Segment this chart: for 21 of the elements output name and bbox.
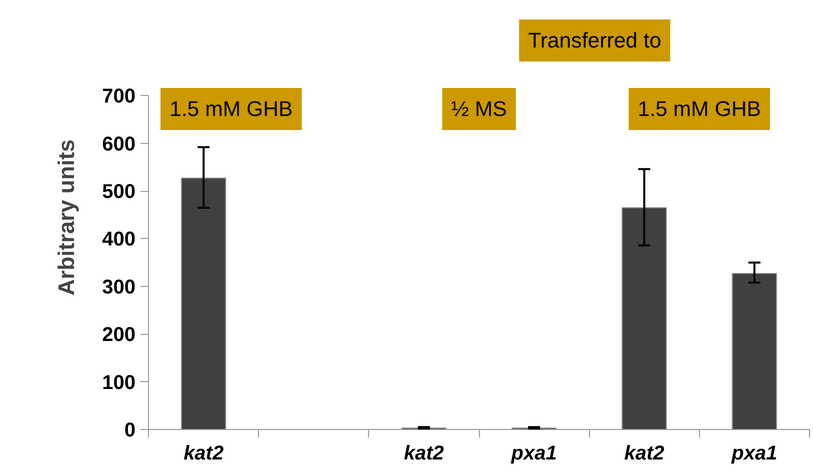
y-tick-label: 300 xyxy=(102,276,136,298)
bar xyxy=(732,273,777,430)
x-tick-label: pxa1 xyxy=(730,442,778,464)
y-tick-label: 200 xyxy=(102,324,136,346)
annotation: 1.5 mM GHB xyxy=(170,96,293,121)
y-axis-title: Arbitrary units xyxy=(53,139,80,296)
y-tick-label: 0 xyxy=(124,420,136,442)
y-tick-label: 500 xyxy=(102,181,136,204)
text: Transferred to xyxy=(528,28,662,53)
x-tick-label: pxa1 xyxy=(510,442,557,464)
annotation: 1.5 mM GHB xyxy=(638,96,761,121)
x-tick-label: kat2 xyxy=(404,442,444,464)
y-tick-label: 100 xyxy=(102,372,136,394)
annotation: ½ MS xyxy=(451,96,507,121)
y-tick-label: 600 xyxy=(102,133,136,156)
x-tick-label: kat2 xyxy=(624,442,664,464)
bar xyxy=(622,207,667,430)
y-tick-label: 400 xyxy=(102,228,136,251)
bar xyxy=(181,178,226,430)
y-tick-label: 700 xyxy=(102,86,136,108)
x-tick-label: kat2 xyxy=(184,442,224,464)
